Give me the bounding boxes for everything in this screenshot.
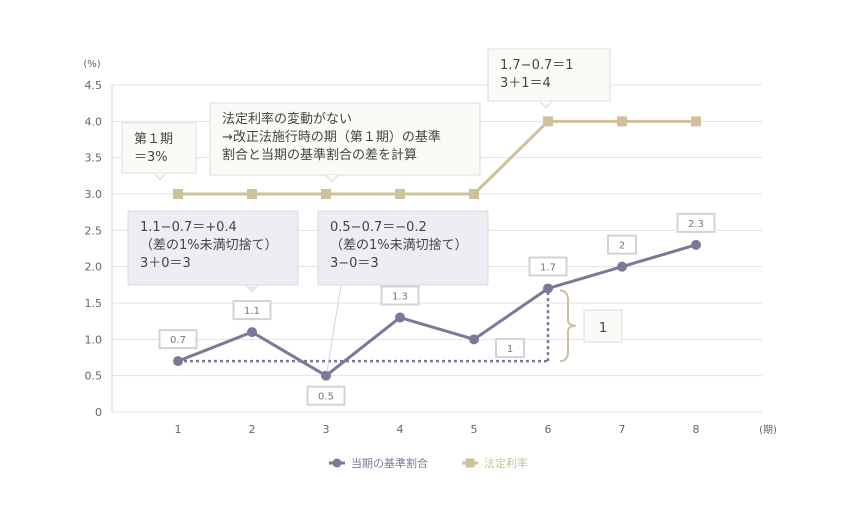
note-period6-pointer xyxy=(539,100,553,109)
data-point xyxy=(321,189,331,199)
y-tick-label: 3.0 xyxy=(85,188,103,201)
data-label-box xyxy=(380,285,420,306)
legend-marker xyxy=(332,458,342,468)
data-point xyxy=(617,261,627,272)
data-point xyxy=(543,116,553,127)
brace-label: 1 xyxy=(599,321,607,336)
legend-label: 法定利率 xyxy=(484,456,528,470)
note-period3-line: 0.5−0.7＝−0.2 xyxy=(330,220,427,235)
data-label: 0.7 xyxy=(170,335,186,346)
note-period1-box xyxy=(121,122,197,174)
y-tick-label: 0 xyxy=(95,406,102,419)
data-label-box xyxy=(158,329,198,350)
note-period2-box xyxy=(127,210,299,286)
x-tick-label: 1 xyxy=(175,423,182,436)
note-period2: 1.1−0.7＝+0.4 （差の1%未満切捨て） 3＋0＝3 xyxy=(127,210,299,293)
data-label-box xyxy=(528,256,568,277)
annotations: 1第１期＝3%法定利率の変動がない→改正法施行時の期（第１期）の基準割合と当期の… xyxy=(121,48,623,373)
note-period3-line: （差の1%未満切捨て） xyxy=(330,237,468,253)
data-label: 2 xyxy=(619,241,625,252)
note-no-change-line: 法定利率の変動がない xyxy=(222,111,352,127)
series-layer xyxy=(173,116,701,381)
data-label-box xyxy=(676,212,716,233)
x-tick-label: 3 xyxy=(323,423,330,436)
note-period1-pointer xyxy=(153,172,167,181)
legend: 当期の基準割合 法定利率 xyxy=(329,456,528,470)
data-label: 1.7 xyxy=(540,262,556,273)
note-period3-leader xyxy=(326,284,342,373)
data-label-box xyxy=(607,234,637,255)
data-label: 2.3 xyxy=(688,219,704,230)
note-period2-line: 1.1−0.7＝+0.4 xyxy=(140,220,237,235)
data-point xyxy=(247,189,257,199)
data-point xyxy=(321,370,331,381)
data-point xyxy=(543,283,553,294)
data-label-box xyxy=(232,300,272,321)
data-point xyxy=(247,327,257,338)
data-point xyxy=(395,312,405,323)
data-point xyxy=(691,239,701,250)
data-label-box xyxy=(306,385,346,406)
note-period2-pointer xyxy=(245,284,259,293)
x-tick-label: 2 xyxy=(249,423,256,436)
y-unit-label: (%) xyxy=(83,59,100,70)
difference-label-box xyxy=(495,338,525,359)
data-label: 1.1 xyxy=(244,306,260,317)
note-period6-line: 1.7−0.7＝1 xyxy=(500,58,574,73)
note-no-change-line: →改正法施行時の期（第１期）の基準 xyxy=(222,129,441,145)
brace xyxy=(559,289,577,363)
note-period2-line: 3＋0＝3 xyxy=(140,256,191,271)
y-tick-label: 3.5 xyxy=(85,152,103,165)
data-point xyxy=(469,189,479,199)
y-tick-label: 2.5 xyxy=(85,224,103,237)
data-label: 0.5 xyxy=(318,392,334,403)
x-tick-label: 4 xyxy=(397,423,404,436)
note-period1-line: ＝3% xyxy=(134,150,168,165)
data-point xyxy=(173,189,183,199)
note-period3-line: 3−0＝3 xyxy=(330,256,379,271)
axes: 0 0.5 1.0 1.5 2.0 2.5 3.0 3.5 4.0 4.5 (%) 1 2 3 4 5 6 7 8 (… xyxy=(83,59,777,436)
y-tick-label: 4.0 xyxy=(85,115,103,128)
x-tick-label: 7 xyxy=(619,423,626,436)
note-no-change: 法定利率の変動がない →改正法施行時の期（第１期）の基準割合と当期の基準割合の差を… xyxy=(209,102,481,183)
data-label: 1.3 xyxy=(392,292,408,303)
note-no-change-pointer xyxy=(325,174,339,183)
data-point xyxy=(691,116,701,127)
note-no-change-box xyxy=(209,102,481,176)
data-point xyxy=(395,189,405,199)
series-line xyxy=(177,243,697,378)
difference-label: 1 xyxy=(507,344,513,355)
x-tick-label: 5 xyxy=(471,423,478,436)
x-unit-label: (期) xyxy=(759,424,777,436)
note-period6-box xyxy=(487,48,611,102)
legend-marker xyxy=(465,458,475,468)
note-period2-line: （差の1%未満切捨て） xyxy=(140,237,278,253)
note-period1-line: 第１期 xyxy=(134,132,173,147)
data-point xyxy=(173,356,183,367)
brace-label-box xyxy=(583,309,623,343)
series-line xyxy=(178,119,696,196)
y-tick-label: 0.5 xyxy=(85,370,103,383)
x-tick-label: 8 xyxy=(693,423,700,436)
note-period3: 0.5−0.7＝−0.2 （差の1%未満切捨て） 3−0＝3 xyxy=(317,210,489,286)
y-tick-label: 2.0 xyxy=(85,261,103,274)
note-period3-box xyxy=(317,210,489,286)
data-point xyxy=(617,116,627,127)
reference-line xyxy=(178,289,577,363)
note-no-change-line: 割合と当期の基準割合の差を計算 xyxy=(222,147,417,163)
note-period6-line: 3＋1＝4 xyxy=(500,76,551,91)
y-tick-label: 1.0 xyxy=(85,333,103,346)
note-period6: 1.7−0.7＝1 3＋1＝4 xyxy=(487,48,611,109)
x-tick-label: 6 xyxy=(545,423,552,436)
y-tick-label: 4.5 xyxy=(85,79,103,92)
data-labels: 0.7 1.1 0.5 1.3 1.7 2 2.3 1 xyxy=(158,212,716,406)
legend-label: 当期の基準割合 xyxy=(351,456,428,470)
y-tick-label: 1.5 xyxy=(85,297,103,310)
data-point xyxy=(469,334,479,345)
note-period1: 第１期＝3% xyxy=(121,122,197,181)
